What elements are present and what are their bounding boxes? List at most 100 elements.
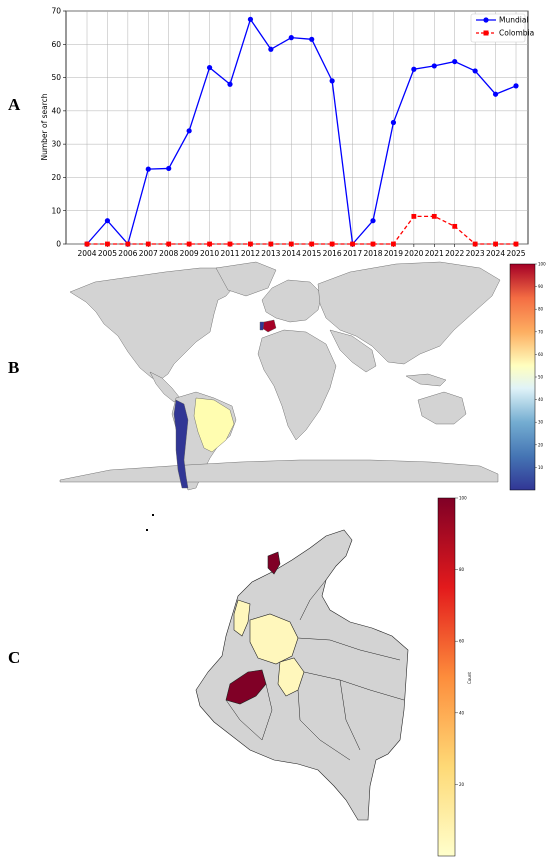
data-point-colombia (84, 241, 90, 247)
south-america (171, 391, 237, 491)
x-tick-label: 2017 (343, 249, 362, 258)
colombia-outline (195, 529, 409, 821)
choco-department (233, 599, 251, 637)
data-point-colombia (309, 241, 315, 247)
colorbar-tick-label: 100 (459, 496, 467, 501)
x-tick-label: 2018 (363, 249, 382, 258)
asia (317, 261, 501, 365)
x-tick-label: 2008 (159, 249, 178, 258)
colorbar-c-ticks: 20 40 60 80 100 (455, 496, 467, 787)
data-point-colombia (125, 241, 131, 247)
colorbar-tick-label: 20 (538, 442, 544, 447)
x-tick-label: 2010 (200, 249, 219, 258)
data-point-colombia (513, 241, 519, 247)
y-tick-label: 0 (56, 240, 61, 249)
plot-frame (65, 10, 529, 245)
y-tick-label: 30 (51, 140, 61, 149)
data-point-colombia (329, 241, 335, 247)
data-point-colombia (105, 241, 110, 247)
x-tick-label: 2005 (98, 249, 117, 258)
legend-label-colombia: Colombia (499, 29, 534, 38)
data-point-colombia (472, 241, 478, 247)
x-tick-label: 2020 (404, 249, 423, 258)
colorbar-tick-label: 70 (538, 329, 544, 334)
australia (417, 391, 467, 425)
legend-label-mundial: Mundial (499, 16, 529, 25)
tolima-department (277, 657, 305, 697)
data-point-colombia (227, 241, 233, 247)
y-axis-ticks: 0 10 20 30 40 50 60 70 (51, 7, 66, 249)
data-point-colombia (391, 241, 396, 247)
legend-marker-mundial (483, 17, 489, 23)
colorbar-c (437, 497, 456, 857)
antarctica (59, 459, 499, 483)
y-tick-label: 40 (51, 106, 61, 115)
data-point-mundial (206, 64, 213, 71)
central-america (149, 371, 181, 403)
y-tick-label: 20 (51, 173, 61, 182)
data-point-mundial (145, 166, 151, 172)
world-landmass (59, 261, 501, 491)
y-tick-label: 10 (51, 206, 61, 215)
north-america (69, 267, 239, 381)
x-tick-label: 2025 (506, 249, 525, 258)
data-point-mundial (104, 218, 111, 224)
colorbar-tick-label: 80 (538, 307, 544, 312)
x-tick-label: 2004 (77, 249, 96, 258)
data-point-mundial (452, 58, 458, 65)
department-boundaries (225, 579, 405, 761)
island-marker (146, 529, 148, 531)
x-tick-label: 2015 (302, 249, 321, 258)
data-point-colombia (268, 241, 274, 247)
data-point-mundial (186, 128, 192, 134)
island-marker (152, 514, 154, 516)
x-tick-label: 2013 (261, 249, 280, 258)
portugal-highlight (259, 321, 265, 331)
data-point-colombia (145, 241, 151, 247)
colombia-map (195, 529, 409, 821)
colorbar-tick-label: 90 (538, 284, 544, 289)
x-tick-label: 2011 (220, 249, 239, 258)
data-point-colombia (493, 241, 498, 247)
data-point-colombia (431, 213, 437, 219)
data-point-mundial (472, 68, 478, 74)
greenland (215, 261, 277, 297)
data-point-colombia (288, 241, 294, 247)
panel-b-label: B (8, 358, 20, 377)
data-point-mundial (268, 46, 274, 52)
data-point-mundial (329, 78, 335, 84)
data-point-mundial (288, 35, 294, 41)
x-tick-label: 2019 (384, 249, 403, 258)
data-point-mundial (492, 91, 499, 97)
colorbar-tick-label: 60 (459, 639, 465, 644)
data-point-colombia (370, 241, 376, 247)
y-tick-label: 50 (51, 73, 61, 82)
valle-del-cauca-department (225, 669, 267, 705)
data-point-mundial (431, 63, 437, 69)
indonesia (405, 373, 447, 387)
data-point-mundial (390, 119, 397, 126)
series-group (84, 16, 519, 247)
brazil-highlight (193, 397, 235, 453)
data-point-colombia (207, 241, 212, 247)
line-chart: 0 10 20 30 40 50 60 70 2004 2005 2006 2007 2008 2009… (40, 7, 534, 258)
x-axis-ticks: 2004 2005 2006 2007 2008 2009 2010 2011 2012 2013… (77, 244, 526, 258)
data-point-colombia (166, 241, 172, 247)
series-line-mundial (86, 17, 517, 246)
colorbar-tick-label: 30 (538, 420, 544, 425)
legend-marker-colombia (483, 30, 489, 36)
data-point-mundial (227, 81, 233, 87)
x-tick-label: 2009 (180, 249, 199, 258)
x-tick-label: 2021 (425, 249, 444, 258)
data-point-mundial (309, 36, 315, 42)
x-tick-label: 2012 (241, 249, 260, 258)
data-point-colombia (248, 241, 253, 247)
data-point-colombia (186, 241, 192, 247)
data-point-colombia (452, 223, 458, 229)
colorbar-b (509, 263, 536, 491)
colorbar-tick-label: 50 (538, 375, 544, 380)
grid (66, 10, 528, 245)
peru-chile-highlight (173, 399, 189, 489)
data-point-mundial (411, 66, 417, 72)
